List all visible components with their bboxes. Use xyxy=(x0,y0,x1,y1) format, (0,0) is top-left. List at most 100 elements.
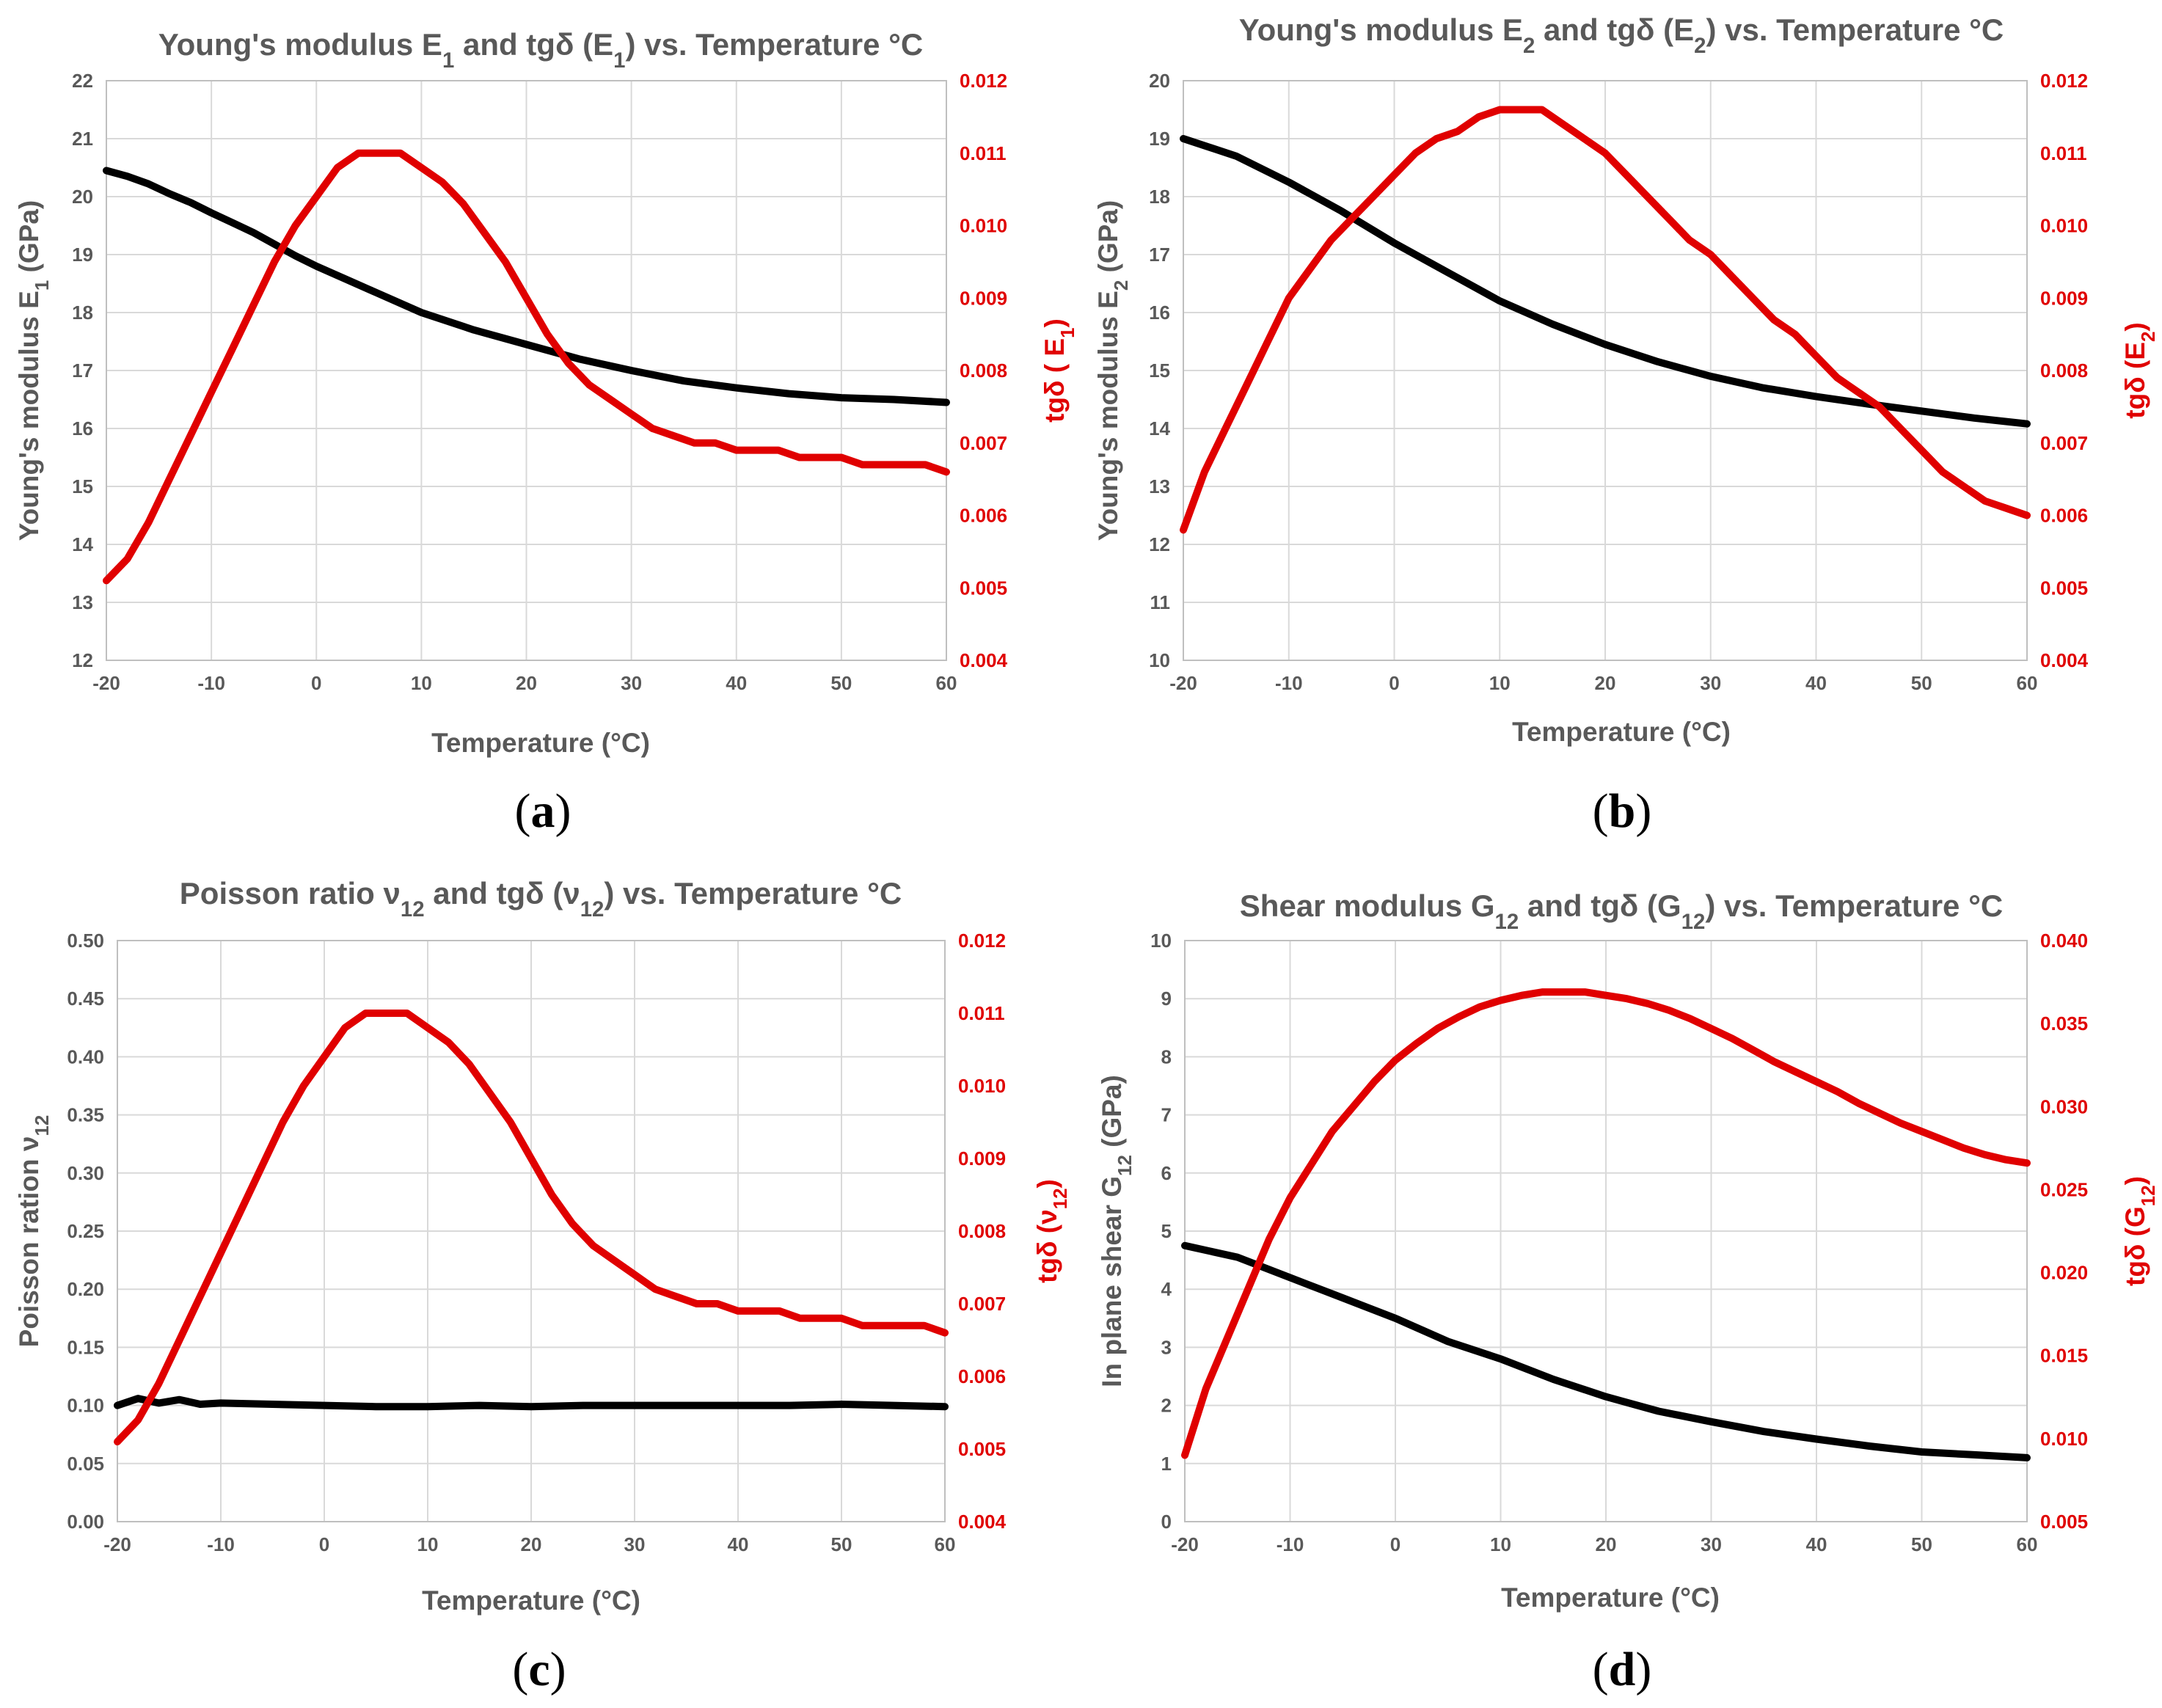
chart-d-y2label: tgδ (G12) xyxy=(2120,1176,2159,1286)
chart-a-xtick-label: 30 xyxy=(621,672,642,694)
chart-b-ytick-label: 12 xyxy=(1149,533,1170,555)
chart-b-y2tick-label: 0.005 xyxy=(2040,577,2088,599)
chart-a-ytick-label: 21 xyxy=(72,128,93,150)
chart-c-y2tick-label: 0.009 xyxy=(958,1147,1006,1169)
caption-d-letter: d xyxy=(1608,1643,1636,1696)
chart-a-y2tick-label: 0.006 xyxy=(960,505,1007,527)
chart-b-y2tick-label: 0.012 xyxy=(2040,70,2088,92)
chart-a-ytick-label: 18 xyxy=(72,302,93,324)
chart-b-title-part: ) vs. Temperature °C xyxy=(1706,12,2004,47)
chart-c-title-part: 12 xyxy=(580,897,605,921)
chart-b-y2tick-label: 0.009 xyxy=(2040,287,2088,309)
chart-a-xtick-label: 20 xyxy=(516,672,537,694)
chart-b-y2tick-label: 0.007 xyxy=(2040,432,2088,454)
chart-d-ytick-label: 5 xyxy=(1161,1220,1172,1242)
chart-d-ytick-label: 8 xyxy=(1161,1045,1172,1068)
chart-b-xtick-label: 10 xyxy=(1489,672,1511,694)
chart-c-ylabel: Poisson ration ν12 xyxy=(14,1115,53,1348)
chart-b-ytick-label: 15 xyxy=(1149,360,1170,382)
chart-d-xtick-label: -10 xyxy=(1277,1533,1304,1555)
chart-c-y2tick-label: 0.008 xyxy=(958,1220,1006,1242)
chart-a-title-part: 1 xyxy=(613,48,625,73)
chart-c-ytick-label: 0.20 xyxy=(67,1278,104,1300)
chart-c-y2label-part: tgδ (ν xyxy=(1032,1209,1062,1283)
chart-a-ytick-label: 13 xyxy=(72,591,93,613)
chart-b-xtick-label: -10 xyxy=(1275,672,1303,694)
chart-b-ylabel-part: 2 xyxy=(1111,280,1132,291)
chart-a-y2label-part: tgδ ( E xyxy=(1040,338,1070,423)
chart-d-ytick-label: 2 xyxy=(1161,1395,1172,1417)
chart-a-ytick-label: 14 xyxy=(72,533,93,555)
chart-a-title: Young's modulus E1 and tgδ (E1) vs. Temp… xyxy=(158,27,924,73)
chart-a-y2tick-label: 0.004 xyxy=(960,649,1008,671)
chart-d-plot-area xyxy=(1184,940,2028,1522)
chart-a-xtick-label: 60 xyxy=(936,672,957,694)
chart-c-xtick-label: 40 xyxy=(728,1533,749,1555)
chart-c-y2label-part: 12 xyxy=(1051,1188,1071,1209)
chart-a-xtick-label: -20 xyxy=(92,672,120,694)
chart-d-y2label-part: tgδ (G xyxy=(2120,1206,2150,1286)
chart-c-title-part: Poisson ratio ν xyxy=(180,876,401,910)
chart-d-ytick-label: 4 xyxy=(1161,1278,1172,1300)
chart-a-ytick-label: 17 xyxy=(72,360,93,382)
chart-c-y2tick-label: 0.011 xyxy=(958,1002,1005,1024)
chart-a-title-part: ) vs. Temperature °C xyxy=(625,27,923,62)
chart-a-ylabel: Young's modulus E1 (GPa) xyxy=(14,200,53,541)
chart-b-xtick-label: 30 xyxy=(1700,672,1721,694)
caption-d: (d) xyxy=(1592,1643,1652,1696)
chart-a-y2tick-label: 0.009 xyxy=(960,287,1007,309)
chart-d-title-part: and tgδ (G xyxy=(1519,888,1681,923)
chart-d-xtick-label: 10 xyxy=(1490,1533,1511,1555)
chart-b-ytick-label: 10 xyxy=(1149,649,1170,671)
chart-b-xlabel: Temperature (°C) xyxy=(1512,717,1731,747)
chart-c-xtick-label: 30 xyxy=(624,1533,646,1555)
chart-c-series-tgdelta-line xyxy=(114,1010,949,1446)
chart-c-title: Poisson ratio ν12 and tgδ (ν12) vs. Temp… xyxy=(180,876,902,921)
chart-c-xtick-label: 20 xyxy=(521,1533,542,1555)
chart-b-ytick-label: 13 xyxy=(1149,475,1170,497)
chart-a-xtick-label: 10 xyxy=(411,672,432,694)
chart-c-y2tick-label: 0.007 xyxy=(958,1293,1006,1315)
chart-b-y2tick-label: 0.004 xyxy=(2040,649,2089,671)
chart-c-ylabel-part: 12 xyxy=(32,1115,53,1136)
chart-a-svg: Young's modulus E1 and tgδ (E1) vs. Temp… xyxy=(14,27,1078,758)
chart-c-plot-area xyxy=(117,940,946,1522)
chart-d-y2tick-label: 0.015 xyxy=(2040,1345,2088,1367)
chart-c-xtick-label: 0 xyxy=(319,1533,329,1555)
chart-d-y2tick-label: 0.035 xyxy=(2040,1012,2088,1034)
chart-b-svg: Young's modulus E2 and tgδ (E2) vs. Temp… xyxy=(1093,12,2159,747)
chart-panel-c: Poisson ratio ν12 and tgδ (ν12) vs. Temp… xyxy=(0,854,1081,1708)
chart-c-ytick-label: 0.50 xyxy=(67,930,104,952)
chart-b-y2tick-label: 0.011 xyxy=(2040,142,2087,164)
chart-b-y2tick-label: 0.006 xyxy=(2040,505,2088,527)
caption-b: (b) xyxy=(1592,784,1652,838)
chart-d-ylabel-part: (GPa) xyxy=(1097,1075,1127,1155)
chart-d-y2tick-label: 0.030 xyxy=(2040,1095,2088,1117)
chart-c-xtick-label: 50 xyxy=(831,1533,852,1555)
chart-d-xtick-label: -20 xyxy=(1171,1533,1199,1555)
chart-b-xtick-label: -20 xyxy=(1169,672,1197,694)
caption-c: (c) xyxy=(512,1643,566,1696)
chart-panel-a: Young's modulus E1 and tgδ (E1) vs. Temp… xyxy=(0,0,1081,854)
chart-d-series-modulus-line xyxy=(1181,1241,2031,1461)
chart-d-y2tick-label: 0.020 xyxy=(2040,1262,2088,1284)
chart-d-y2tick-label: 0.040 xyxy=(2040,930,2088,952)
chart-d-xtick-label: 30 xyxy=(1701,1533,1722,1555)
chart-d-xtick-label: 40 xyxy=(1806,1533,1827,1555)
chart-b-series-tgdelta-line xyxy=(1180,106,2031,534)
chart-c-xtick-label: -20 xyxy=(103,1533,131,1555)
chart-c-xtick-label: 10 xyxy=(417,1533,439,1555)
chart-c-ytick-label: 0.10 xyxy=(67,1395,104,1417)
chart-a-xtick-label: 40 xyxy=(726,672,747,694)
chart-a-y2tick-label: 0.010 xyxy=(960,215,1007,237)
chart-a-title-part: and tgδ (E xyxy=(454,27,613,62)
caption-a: (a) xyxy=(514,784,571,838)
chart-a-plot-area xyxy=(106,80,947,661)
chart-c-xlabel: Temperature (°C) xyxy=(422,1585,640,1616)
chart-a-y2tick-label: 0.007 xyxy=(960,432,1007,454)
chart-c-y2tick-label: 0.012 xyxy=(958,930,1006,952)
chart-c-ytick-label: 0.15 xyxy=(67,1336,104,1358)
chart-a-xlabel: Temperature (°C) xyxy=(431,728,650,758)
chart-a-y2tick-label: 0.011 xyxy=(960,142,1007,164)
chart-b-y2label-part: tgδ (E xyxy=(2120,342,2150,419)
